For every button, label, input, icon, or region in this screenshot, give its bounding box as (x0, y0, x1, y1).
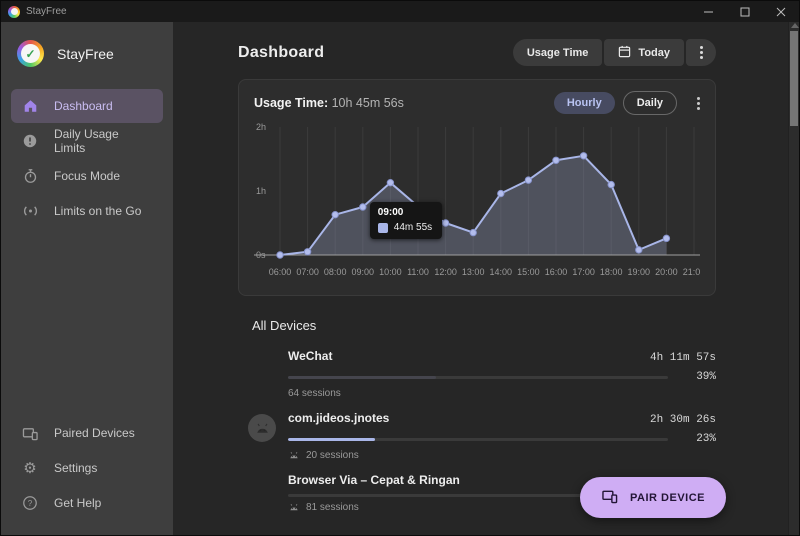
card-kebab-menu[interactable] (697, 96, 700, 110)
device-name-label: Browser Via – Cepat & Ringan (288, 473, 460, 487)
svg-text:20:00: 20:00 (655, 267, 678, 277)
svg-text:09:00: 09:00 (352, 267, 375, 277)
pair-device-icon (601, 489, 619, 507)
svg-text:17:00: 17:00 (572, 267, 595, 277)
device-name-label: WeChat (288, 349, 333, 363)
svg-text:10:00: 10:00 (379, 267, 402, 277)
stayfree-logo-icon: ✓ (17, 40, 44, 67)
devices-list: WeChat 4h 11m 57s 39% 64 sessions com.jideos… (238, 349, 716, 513)
android-icon (288, 503, 300, 511)
tooltip-value: 44m 55s (393, 222, 433, 233)
svg-text:15:00: 15:00 (517, 267, 540, 277)
device-usage-time: 2h 30m 26s (649, 414, 716, 426)
svg-text:1h: 1h (256, 186, 266, 196)
date-select-button[interactable]: Today (604, 39, 684, 66)
window-title: StayFree (26, 6, 67, 17)
svg-text:2h: 2h (256, 122, 266, 132)
usage-chart[interactable]: 09:00 44m 55s 0s 1h 2h 06:00 07:00 08:00 09:00… (254, 119, 705, 287)
all-devices-heading: All Devices (252, 318, 317, 333)
device-name-label: com.jideos.jnotes (288, 411, 390, 425)
calendar-icon (618, 45, 631, 61)
home-icon (21, 98, 39, 114)
broadcast-icon (21, 204, 39, 218)
usage-time-button[interactable]: Usage Time (512, 39, 603, 66)
sidebar-item-limits-on-the-go[interactable]: Limits on the Go (11, 194, 163, 228)
gear-icon: ⚙ (23, 459, 37, 477)
maximize-button[interactable] (727, 1, 763, 22)
sidebar-item-focus-mode[interactable]: Focus Mode (11, 159, 163, 193)
sidebar-item-label: Get Help (54, 496, 102, 510)
svg-text:16:00: 16:00 (545, 267, 568, 277)
sessions-count: 20 sessions (288, 449, 716, 461)
main-content: Dashboard Usage Time Today Usage Time: 1… (173, 22, 799, 535)
device-row[interactable]: Browser Via – Cepat & Ringan 81 sessions (238, 473, 716, 513)
help-circle-icon: ? (21, 495, 39, 511)
alert-circle-icon (21, 133, 39, 149)
tooltip-swatch (377, 222, 388, 233)
usage-time-card: Usage Time: 10h 45m 56s Hourly Daily 09:… (238, 79, 716, 296)
pair-device-button[interactable]: PAIR DEVICE (580, 477, 726, 518)
svg-text:12:00: 12:00 (434, 267, 457, 277)
sidebar-item-dashboard[interactable]: Dashboard (11, 89, 163, 123)
usage-percent: 39% (696, 371, 716, 383)
svg-text:08:00: 08:00 (324, 267, 347, 277)
svg-text:0s: 0s (256, 250, 266, 260)
sessions-count: 64 sessions (288, 387, 341, 399)
svg-text:07:00: 07:00 (296, 267, 319, 277)
page-title: Dashboard (238, 43, 325, 61)
sidebar: ✓ StayFree Dashboard Daily Usage Limits … (1, 22, 173, 535)
hourly-toggle[interactable]: Hourly (553, 92, 615, 114)
devices-icon (21, 426, 39, 441)
svg-text:?: ? (28, 499, 33, 508)
minimize-button[interactable] (691, 1, 727, 22)
brand: ✓ StayFree (1, 34, 173, 89)
svg-text:19:00: 19:00 (628, 267, 651, 277)
sidebar-item-daily-usage-limits[interactable]: Daily Usage Limits (11, 124, 163, 158)
app-logo-icon (8, 5, 20, 18)
header-kebab-menu[interactable] (686, 39, 716, 66)
daily-toggle[interactable]: Daily (622, 91, 677, 115)
svg-text:21:00: 21:00 (683, 267, 700, 277)
sidebar-item-paired-devices[interactable]: Paired Devices (11, 416, 163, 450)
sidebar-item-settings[interactable]: ⚙ Settings (11, 451, 163, 485)
chart-svg: 0s 1h 2h 06:00 07:00 08:00 09:00 10:00 11:00 12:0… (254, 122, 705, 277)
sessions-count: 81 sessions (288, 501, 716, 513)
scrollbar-thumb[interactable] (790, 31, 798, 126)
usage-progressbar (288, 437, 668, 441)
brand-name: StayFree (57, 45, 114, 62)
sidebar-item-label: Paired Devices (54, 426, 135, 440)
timer-icon (21, 168, 39, 184)
tooltip-time: 09:00 (377, 207, 404, 218)
sidebar-item-get-help[interactable]: ? Get Help (11, 486, 163, 520)
card-title: Usage Time: 10h 45m 56s (254, 96, 404, 110)
chart-tooltip: 09:00 44m 55s (369, 202, 443, 239)
svg-text:06:00: 06:00 (269, 267, 292, 277)
sidebar-item-label: Daily Usage Limits (53, 127, 119, 155)
sidebar-item-label: Limits on the Go (54, 204, 142, 218)
device-usage-time: 4h 11m 57s (649, 352, 716, 364)
titlebar: StayFree (1, 1, 799, 22)
usage-progressbar (288, 375, 668, 379)
svg-text:13:00: 13:00 (462, 267, 485, 277)
svg-text:11:00: 11:00 (407, 267, 429, 277)
close-button[interactable] (763, 1, 799, 22)
device-row[interactable]: com.jideos.jnotes 2h 30m 26s 23% 20 session… (238, 411, 716, 461)
scroll-up-arrow[interactable] (791, 23, 799, 28)
sidebar-item-label: Settings (54, 461, 98, 475)
sidebar-item-label: Dashboard (54, 99, 113, 113)
sidebar-item-label: Focus Mode (54, 169, 121, 183)
android-icon (288, 451, 300, 459)
device-row[interactable]: WeChat 4h 11m 57s 39% 64 sessions (238, 349, 716, 399)
usage-progressbar (288, 494, 668, 497)
svg-text:18:00: 18:00 (600, 267, 623, 277)
svg-text:14:00: 14:00 (490, 267, 513, 277)
device-avatar-android-icon (248, 414, 276, 442)
vertical-scrollbar[interactable] (788, 22, 799, 535)
usage-percent: 23% (696, 433, 716, 445)
